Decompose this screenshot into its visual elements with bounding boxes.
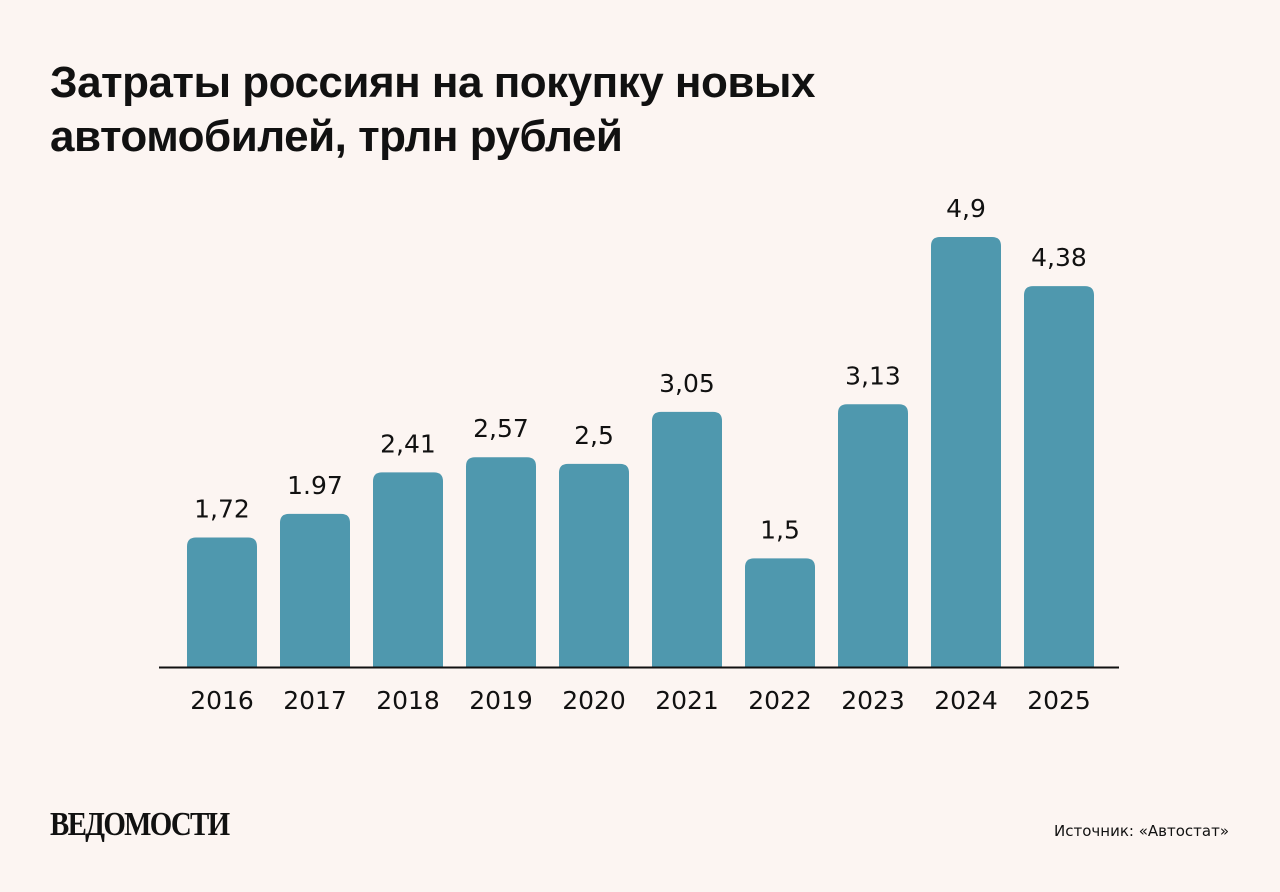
data-label-2022: 1,5	[760, 515, 800, 544]
x-tick-label: 2021	[655, 686, 719, 715]
bar-2017	[280, 513, 350, 667]
x-tick-label: 2024	[934, 686, 998, 715]
data-label-2023: 3,13	[845, 361, 901, 390]
x-tick-label: 2020	[562, 686, 626, 715]
data-label-2019: 2,57	[473, 414, 529, 443]
x-tick-label: 2016	[190, 686, 254, 715]
data-label-2024: 4,9	[946, 194, 986, 223]
bar-2021	[652, 411, 722, 667]
data-label-2020: 2,5	[574, 421, 614, 450]
bar-2019	[466, 457, 536, 667]
data-label-2018: 2,41	[380, 429, 436, 458]
bar-2025	[1024, 286, 1094, 667]
data-label-2025: 4,38	[1031, 243, 1087, 272]
bar-2022	[745, 558, 815, 667]
x-tick-label: 2023	[841, 686, 905, 715]
x-tick-label: 2017	[283, 686, 347, 715]
x-tick-label: 2018	[376, 686, 440, 715]
data-label-2017: 1.97	[287, 471, 343, 500]
bar-2018	[373, 472, 443, 667]
x-tick-label: 2025	[1027, 686, 1091, 715]
bar-2020	[559, 463, 629, 667]
bar-2016	[187, 537, 257, 667]
data-label-2016: 1,72	[194, 495, 250, 524]
chart-title: Затраты россиян на покупку новых автомоб…	[50, 58, 815, 161]
bar-2023	[838, 404, 908, 667]
source-note: Источник: «Автостат»	[1054, 822, 1229, 840]
bar-2024	[931, 237, 1001, 667]
x-tick-label: 2019	[469, 686, 533, 715]
vedomosti-logo: ВЕДОМОСТИ	[50, 806, 230, 843]
data-label-2021: 3,05	[659, 369, 715, 398]
x-tick-label: 2022	[748, 686, 812, 715]
